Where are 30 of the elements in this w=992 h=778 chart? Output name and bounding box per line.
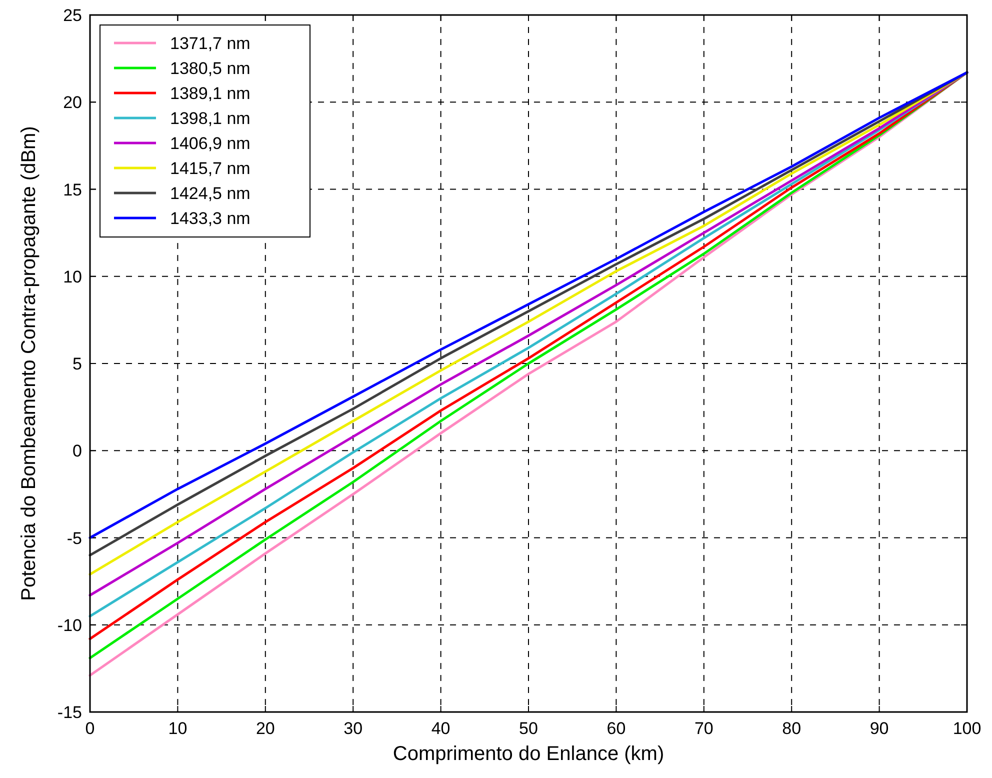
legend-label: 1380,5 nm [170, 59, 250, 78]
x-tick-label: 40 [431, 719, 450, 738]
y-tick-label: 5 [72, 354, 82, 374]
x-tick-label: 10 [168, 719, 188, 738]
legend-label: 1371,7 nm [170, 34, 250, 53]
legend-label: 1389,1 nm [170, 84, 250, 103]
legend-label: 1398,1 nm [170, 109, 250, 128]
legend-label: 1406,9 nm [170, 134, 250, 153]
x-tick-label: 90 [870, 719, 889, 738]
x-tick-label: 0 [85, 719, 95, 738]
y-tick-label: 10 [63, 267, 82, 286]
x-tick-label: 50 [519, 719, 538, 738]
x-axis-title: Comprimento do Enlance (km) [392, 743, 664, 765]
y-tick-label: 25 [63, 6, 82, 25]
x-tick-label: 70 [694, 719, 714, 738]
x-tick-label: 30 [344, 719, 363, 738]
x-tick-label: 20 [256, 719, 275, 738]
y-axis-title: Potencia do Bombeamento Contra-propagante (dBm) [18, 126, 40, 601]
x-tick-label: 100 [952, 719, 982, 738]
legend-label: 1433,3 nm [170, 209, 250, 228]
y-tick-label: 0 [72, 442, 82, 461]
y-tick-label: -10 [57, 616, 82, 635]
y-tick-label: 20 [63, 93, 82, 112]
x-tick-label: 80 [782, 719, 802, 738]
x-tick-label: 60 [606, 719, 626, 738]
legend-label: 1415,7 nm [170, 159, 250, 178]
y-tick-label: 15 [63, 180, 82, 200]
y-tick-label: -15 [57, 703, 82, 722]
y-tick-label: -5 [66, 528, 82, 548]
legend-label: 1424,5 nm [170, 184, 250, 203]
